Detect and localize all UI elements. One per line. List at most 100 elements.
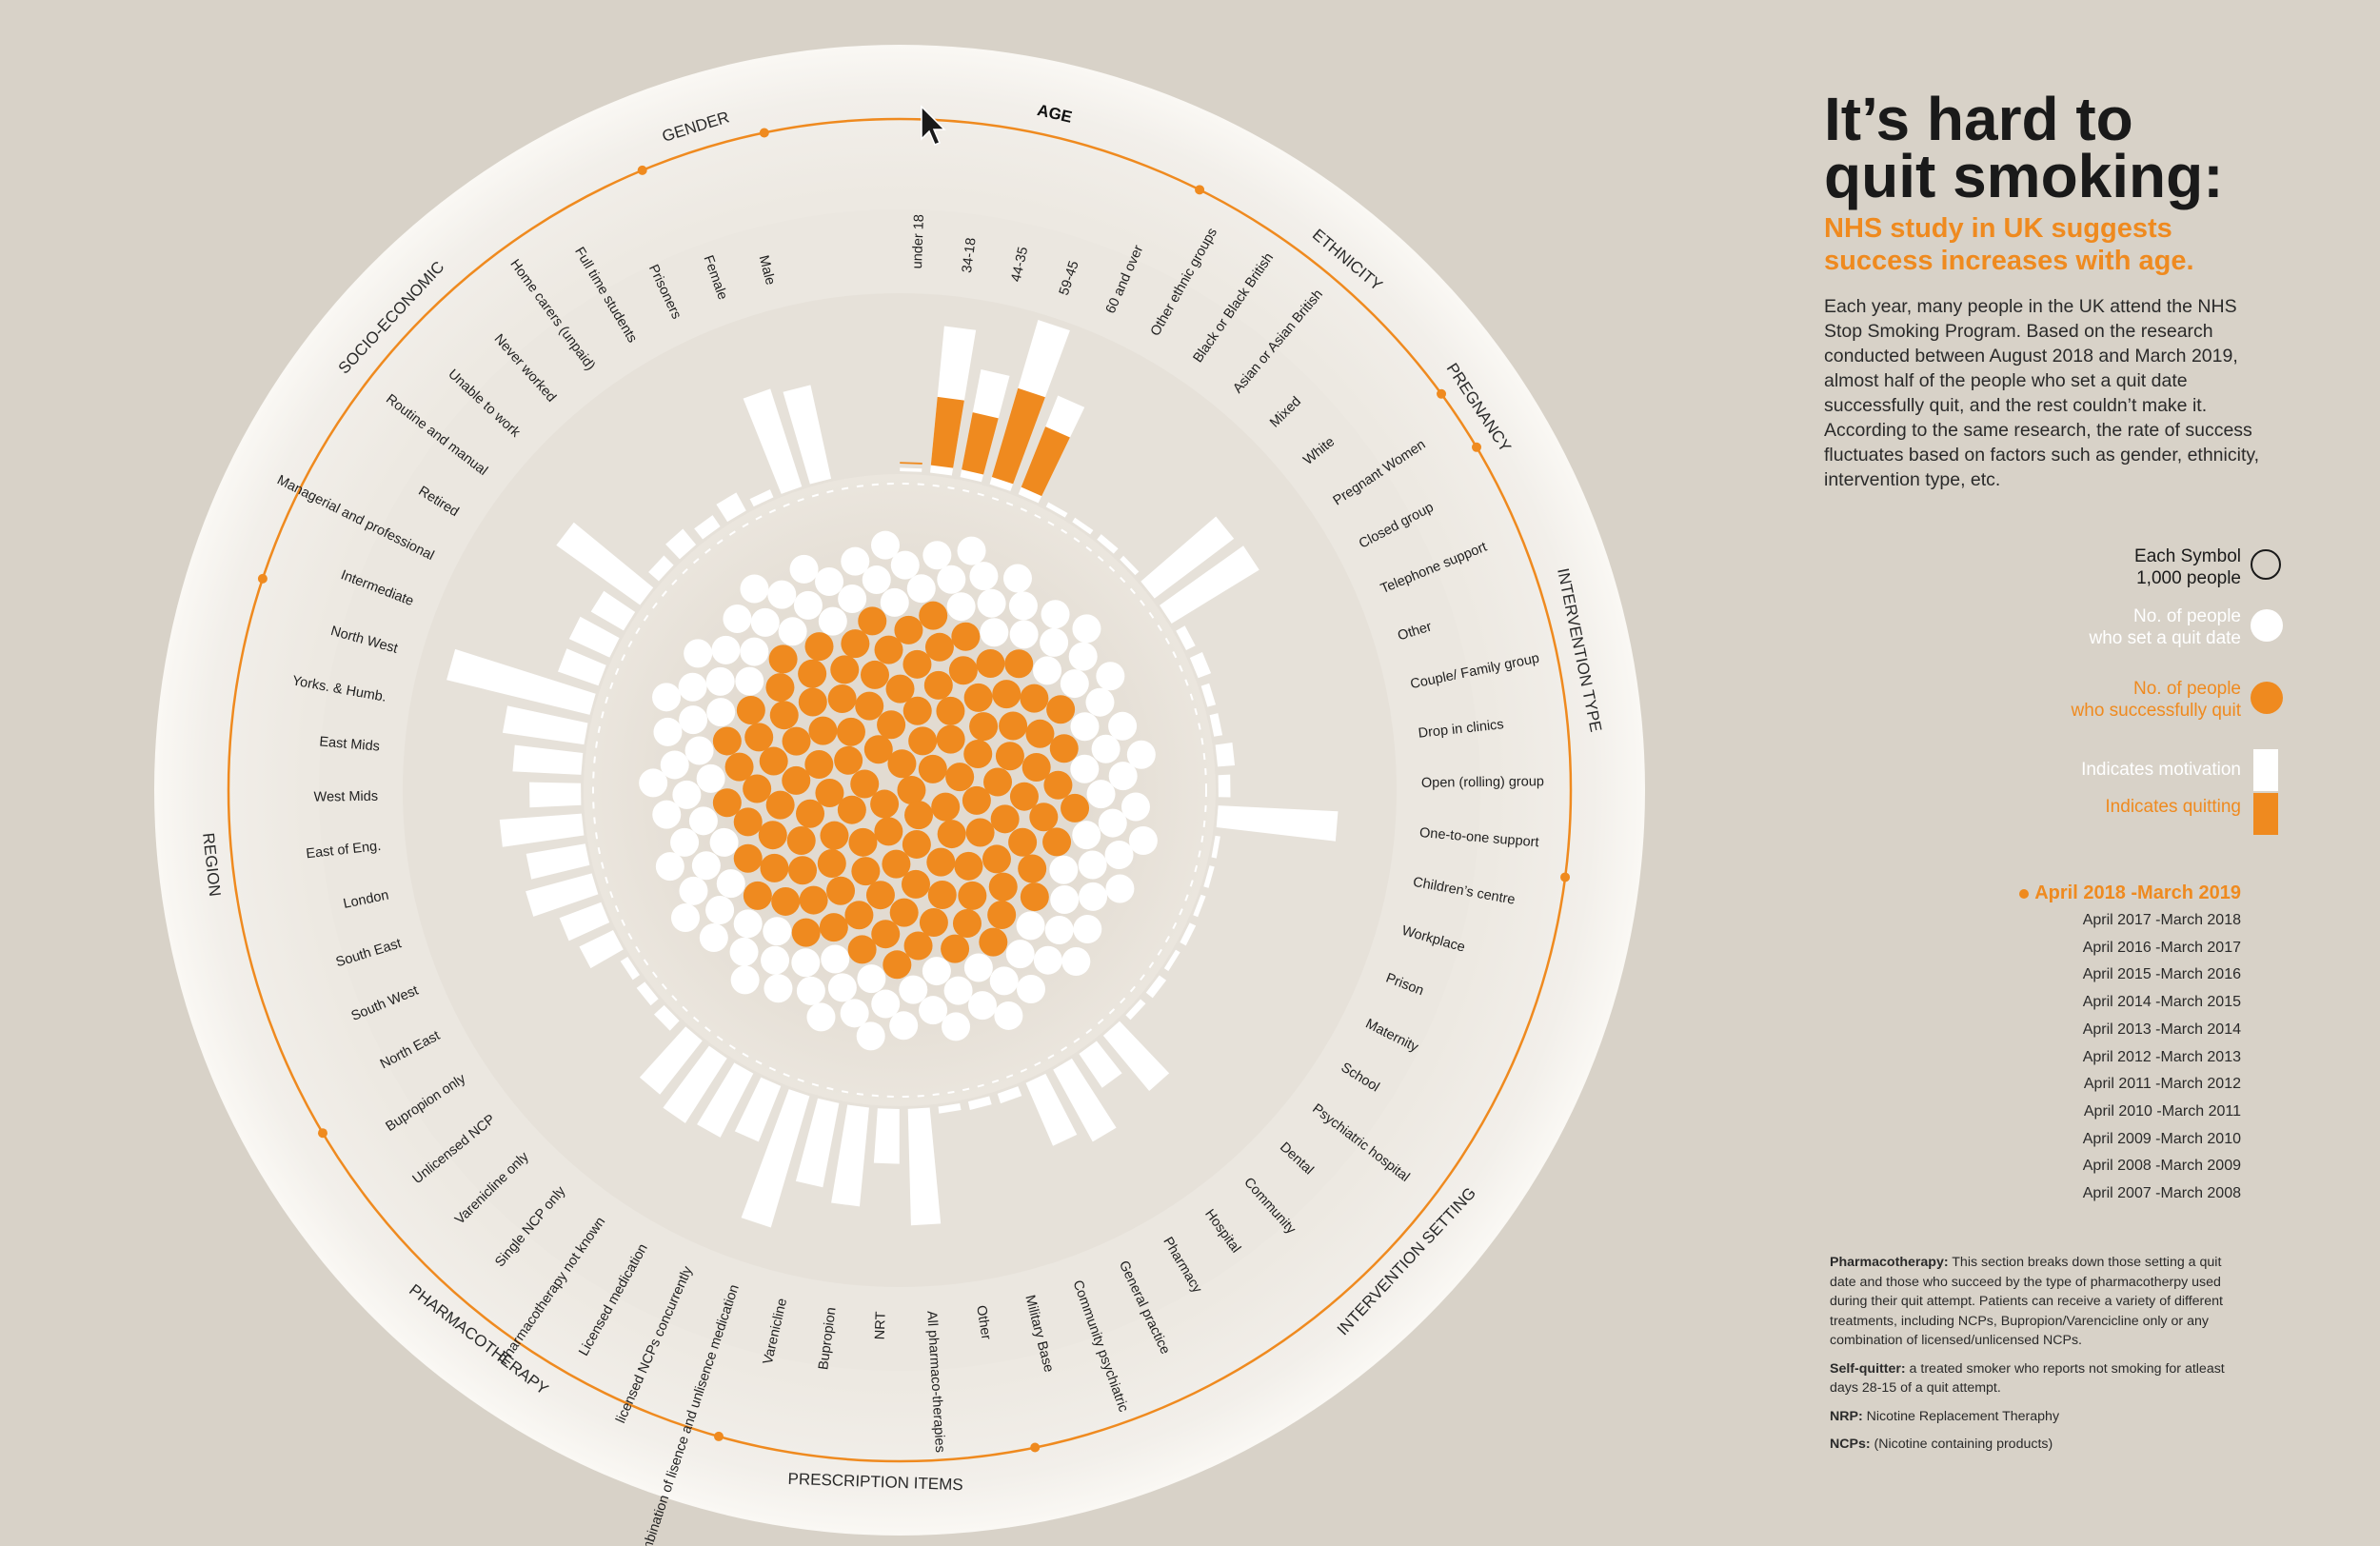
quit-symbol <box>954 851 983 881</box>
set-date-symbol <box>957 536 986 565</box>
set-date-symbol <box>1086 780 1116 809</box>
set-date-symbol <box>1049 855 1079 884</box>
set-date-symbol <box>652 683 682 712</box>
set-date-symbol <box>989 966 1019 996</box>
quit-symbol <box>858 606 887 636</box>
quit-symbol <box>999 711 1028 741</box>
set-date-symbol <box>890 550 920 580</box>
set-date-symbol <box>1041 600 1070 629</box>
year-current-label: April 2018 -March 2019 <box>2034 882 2241 903</box>
set-date-symbol <box>1078 850 1107 880</box>
quit-symbol <box>937 820 966 849</box>
orbit-dot <box>637 165 647 175</box>
quit-symbol <box>830 655 860 684</box>
quit-symbol <box>1020 684 1049 713</box>
set-date-symbol <box>639 768 668 798</box>
quit-symbol <box>988 872 1018 902</box>
year-item[interactable]: April 2012 -March 2013 <box>2082 1048 2241 1065</box>
legend-symbol-line2: 1,000 people <box>2136 568 2241 588</box>
motivation-bar <box>716 492 746 523</box>
legend-set-text: No. of people who set a quit date <box>1780 605 2242 649</box>
orbit-dot <box>257 573 268 584</box>
set-date-symbol <box>1091 734 1121 763</box>
orbit-dot <box>1437 388 1447 399</box>
quit-symbol <box>1061 793 1090 823</box>
quit-symbol <box>798 687 827 717</box>
year-item[interactable]: April 2017 -March 2018 <box>2082 912 2241 928</box>
note-ncp-text: (Nicotine containing products) <box>1870 1437 2053 1452</box>
year-item[interactable]: April 2008 -March 2009 <box>2082 1158 2241 1175</box>
set-date-symbol <box>678 672 707 702</box>
year-item[interactable]: April 2016 -March 2017 <box>2082 939 2241 956</box>
set-date-symbol <box>880 587 909 617</box>
year-item[interactable]: April 2015 -March 2016 <box>2082 966 2241 983</box>
set-date-symbol <box>1009 620 1039 649</box>
quitting-bar <box>962 412 999 475</box>
year-others: April 2017 -March 2018 April 2016 -March … <box>1780 907 2241 1208</box>
legend-set-line1: No. of people <box>2132 606 2241 626</box>
motivation-bar <box>639 1026 703 1095</box>
quit-symbol <box>841 629 870 659</box>
notes: Pharmacotherapy: This section breaks dow… <box>1830 1253 2241 1463</box>
orbit-dot <box>1560 872 1571 882</box>
set-date-symbol <box>653 717 683 746</box>
set-date-symbol <box>818 606 847 636</box>
quit-symbol <box>836 717 865 746</box>
quit-symbol <box>992 680 1021 709</box>
quit-symbol <box>976 649 1005 679</box>
title-line-2: quit smoking: <box>1824 142 2224 210</box>
quit-symbol <box>788 856 818 885</box>
quit-symbol <box>983 767 1013 797</box>
quit-symbol <box>743 774 772 803</box>
motivation-bar <box>529 782 582 808</box>
quit-symbol <box>1042 827 1072 857</box>
legend-quitting-text: Indicates quitting <box>2105 797 2241 817</box>
set-date-symbol <box>778 617 807 646</box>
motivation-bar <box>568 616 620 658</box>
bar-label: Open (rolling) group <box>1421 774 1544 791</box>
set-date-symbol <box>838 584 867 613</box>
quit-symbol <box>952 908 982 938</box>
quit-symbol <box>871 920 901 949</box>
bar-label: under 18 <box>910 214 927 269</box>
motivation-bar <box>1209 713 1223 737</box>
year-item[interactable]: April 2011 -March 2012 <box>2083 1076 2241 1093</box>
motivation-bar <box>831 1104 869 1207</box>
motivation-bar <box>1218 774 1231 798</box>
set-date-symbol <box>967 991 997 1021</box>
year-item[interactable]: April 2013 -March 2014 <box>2082 1021 2241 1038</box>
quit-symbol <box>837 795 866 824</box>
quit-symbol <box>902 696 932 725</box>
year-current[interactable]: April 2018 -March 2019 <box>1780 879 2241 907</box>
set-date-symbol <box>709 827 739 857</box>
quit-symbol <box>861 660 890 689</box>
quit-symbol <box>1004 649 1034 679</box>
set-date-symbol <box>1121 792 1150 822</box>
year-item[interactable]: April 2007 -March 2008 <box>2082 1185 2241 1202</box>
set-date-symbol <box>730 965 760 995</box>
set-date-symbol <box>679 876 708 905</box>
dots-layer <box>639 530 1158 1051</box>
year-item[interactable]: April 2010 -March 2011 <box>2083 1102 2241 1120</box>
quit-symbol <box>743 881 772 910</box>
year-list: April 2018 -March 2019 April 2017 -March… <box>1780 879 2241 1208</box>
quit-symbol <box>936 696 965 725</box>
motivation-bar <box>499 813 585 847</box>
motivation-bar <box>648 555 674 582</box>
quit-symbol <box>919 907 948 937</box>
set-date-symbol <box>705 896 735 925</box>
motivation-bar <box>873 1108 900 1164</box>
quit-symbol <box>733 807 763 837</box>
quitting-bar <box>991 387 1045 485</box>
motivation-bar <box>1176 625 1196 650</box>
year-item[interactable]: April 2009 -March 2010 <box>2082 1130 2241 1147</box>
set-date-symbol <box>919 996 948 1025</box>
quit-symbol <box>765 673 795 703</box>
motivation-bar <box>665 528 697 560</box>
quit-symbol <box>919 601 948 630</box>
year-item[interactable]: April 2014 -March 2015 <box>2082 994 2241 1011</box>
motivation-bar <box>1180 922 1197 946</box>
set-date-symbol <box>841 546 870 576</box>
quit-symbol <box>1020 882 1049 912</box>
set-date-symbol <box>1079 882 1108 911</box>
